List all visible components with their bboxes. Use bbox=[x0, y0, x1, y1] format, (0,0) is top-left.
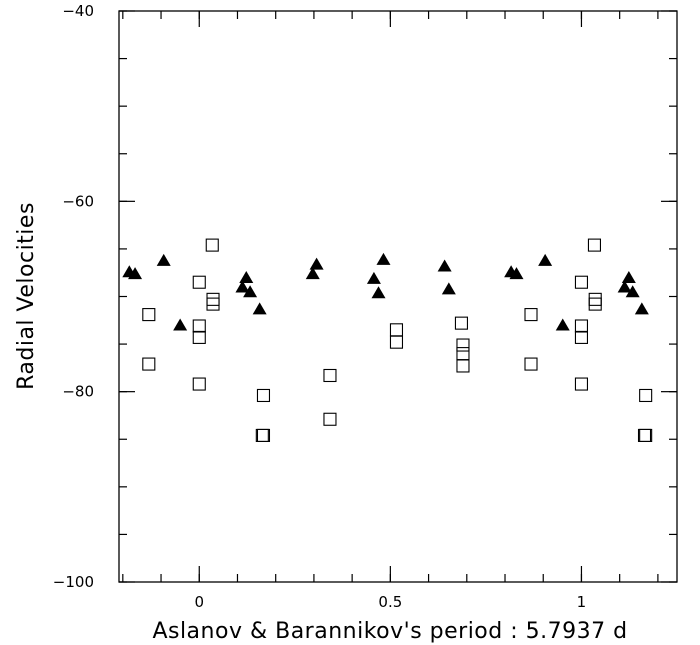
square-point bbox=[456, 359, 470, 373]
triangle-point bbox=[555, 318, 570, 331]
square-point bbox=[639, 428, 653, 442]
square-point bbox=[456, 338, 470, 352]
square-point bbox=[256, 388, 271, 403]
square-point bbox=[142, 357, 156, 371]
square-point bbox=[255, 428, 269, 442]
square-point bbox=[588, 292, 602, 306]
square-point bbox=[389, 335, 404, 349]
square-point bbox=[206, 297, 220, 311]
triangle-point bbox=[538, 253, 553, 266]
square-point bbox=[639, 388, 653, 403]
x-tick-label: 0 bbox=[194, 593, 204, 611]
triangle-point bbox=[239, 270, 254, 283]
triangle-point bbox=[625, 285, 640, 298]
plot-frame bbox=[118, 10, 678, 583]
x-axis-label: Aslanov & Barannikov's period : 5.7937 d bbox=[152, 619, 627, 644]
square-point bbox=[456, 347, 470, 361]
square-point bbox=[142, 308, 156, 322]
triangle-point bbox=[252, 302, 267, 315]
square-point bbox=[389, 323, 404, 337]
square-point bbox=[588, 297, 602, 311]
data-points bbox=[122, 238, 653, 442]
square-point bbox=[574, 330, 589, 344]
x-tick-label: 0.5 bbox=[378, 593, 402, 611]
square-point bbox=[524, 308, 538, 322]
triangle-point bbox=[376, 252, 391, 265]
triangle-point bbox=[305, 267, 320, 280]
y-tick-label: −100 bbox=[53, 573, 94, 591]
triangle-point bbox=[243, 285, 258, 298]
triangle-point bbox=[621, 270, 636, 283]
triangle-point bbox=[509, 267, 524, 280]
square-point bbox=[323, 412, 337, 426]
square-point bbox=[323, 368, 337, 383]
y-tick-label: −80 bbox=[62, 383, 94, 401]
triangle-point bbox=[366, 271, 381, 284]
triangle-point bbox=[173, 318, 188, 331]
square-point bbox=[192, 377, 206, 391]
square-point bbox=[206, 292, 220, 306]
square-point bbox=[256, 428, 271, 442]
y-axis-label: Radial Velocities bbox=[14, 202, 39, 390]
triangle-point bbox=[371, 286, 386, 299]
square-point bbox=[524, 357, 538, 371]
triangle-point bbox=[441, 282, 456, 295]
square-point bbox=[192, 330, 206, 344]
square-point bbox=[192, 319, 206, 333]
square-point bbox=[205, 238, 219, 252]
triangle-point bbox=[309, 257, 324, 270]
square-point bbox=[454, 316, 468, 330]
axis-tick-labels: 0 0.5 1 −40 −60 −80 −100 bbox=[53, 2, 586, 611]
x-tick-label: 1 bbox=[577, 593, 587, 611]
triangle-point bbox=[128, 267, 143, 280]
square-point bbox=[574, 275, 589, 289]
square-point bbox=[192, 275, 206, 289]
y-tick-label: −60 bbox=[62, 192, 94, 210]
square-point bbox=[574, 319, 589, 333]
axis-ticks bbox=[119, 10, 677, 583]
triangle-point bbox=[617, 280, 632, 293]
triangle-point bbox=[634, 302, 649, 315]
triangle-point bbox=[437, 259, 452, 272]
triangle-point bbox=[235, 280, 250, 293]
square-point bbox=[574, 377, 589, 391]
y-tick-label: −40 bbox=[62, 2, 94, 20]
square-point bbox=[587, 238, 601, 252]
square-point bbox=[637, 428, 652, 442]
triangle-point bbox=[156, 253, 171, 266]
